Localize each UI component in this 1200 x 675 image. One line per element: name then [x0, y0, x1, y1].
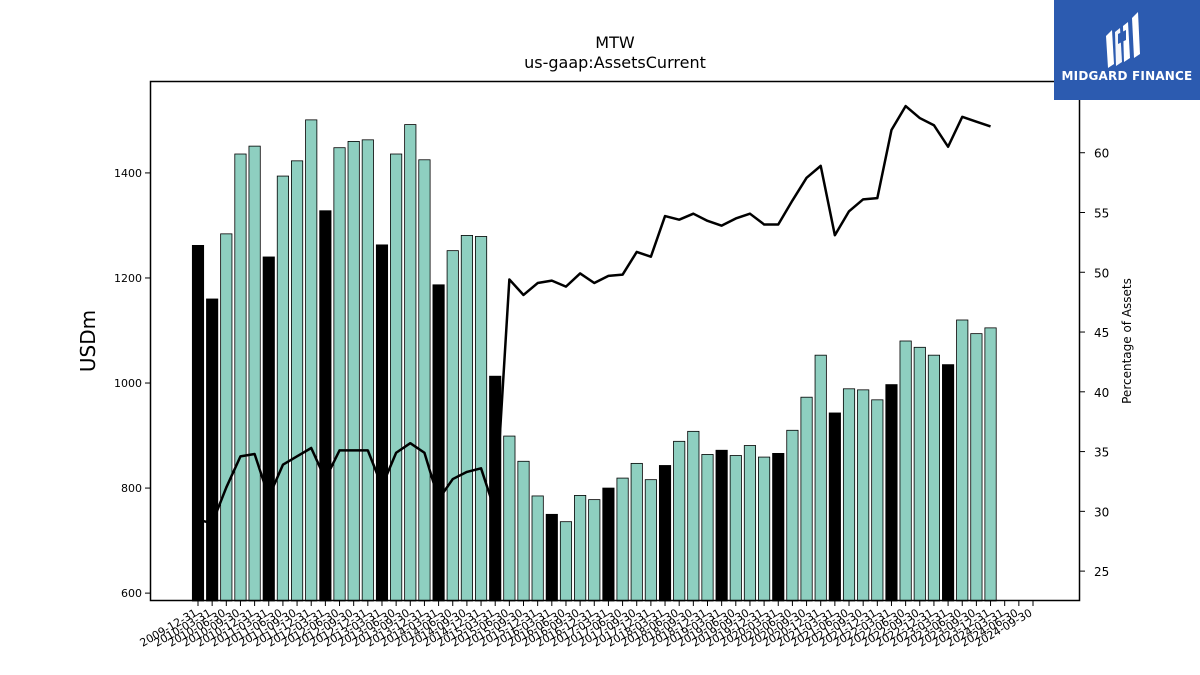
- y2-axis-label: Percentage of Assets: [1120, 278, 1134, 404]
- bar: [687, 430, 700, 602]
- bar: [729, 455, 742, 602]
- bar: [828, 412, 841, 602]
- bar: [956, 319, 969, 602]
- y2-tick-label: 55: [1094, 206, 1109, 220]
- line-series: [197, 104, 991, 525]
- bar: [701, 454, 714, 602]
- bar: [319, 210, 332, 602]
- bar: [432, 284, 445, 602]
- y-tick-label: 1400: [114, 167, 142, 180]
- bar: [489, 375, 502, 602]
- bar: [984, 327, 997, 602]
- bar: [630, 462, 643, 602]
- bar: [333, 147, 346, 602]
- y2-tick-label: 30: [1094, 505, 1109, 519]
- y-tick-label: 1000: [114, 377, 142, 390]
- bar: [786, 429, 799, 602]
- bar: [913, 346, 926, 602]
- y-axis-label: USDm: [76, 310, 100, 372]
- bar: [460, 235, 473, 602]
- x-axis-ticks: 2009-12-312010-03-312010-06-302010-09-30…: [138, 601, 1035, 650]
- bar: [588, 499, 601, 602]
- bar: [262, 256, 275, 602]
- logo-text: MIDGARD FINANCE: [1061, 69, 1193, 83]
- bar: [743, 445, 757, 602]
- bar: [545, 513, 558, 602]
- y2-tick-label: 50: [1094, 266, 1109, 280]
- y-tick-label: 800: [121, 482, 142, 495]
- bar: [559, 521, 573, 602]
- bar: [715, 449, 728, 602]
- bar: [758, 456, 771, 602]
- chart-subtitle: us-gaap:AssetsCurrent: [524, 53, 706, 72]
- percentage-line: [197, 104, 991, 525]
- bar: [276, 175, 289, 602]
- bar: [531, 495, 544, 602]
- bar: [446, 250, 459, 602]
- bar: [361, 139, 374, 602]
- bar: [220, 233, 233, 602]
- bar: [644, 479, 657, 602]
- bar: [291, 160, 304, 602]
- bar: [404, 124, 417, 602]
- bar: [673, 440, 686, 602]
- bar: [842, 388, 856, 602]
- bar: [885, 384, 898, 602]
- bar: [517, 460, 530, 602]
- y-tick-label: 1200: [114, 272, 142, 285]
- bar: [375, 244, 389, 602]
- bar: [800, 396, 813, 602]
- left-axis-ticks: 600 800 1000 1200 1400: [114, 167, 150, 600]
- bar: [658, 465, 672, 602]
- midgard-logo-icon: [1106, 12, 1140, 68]
- bar: [927, 354, 940, 602]
- bar: [418, 159, 431, 602]
- bar: [503, 435, 516, 602]
- bar: [305, 119, 318, 602]
- bar: [899, 340, 912, 602]
- plot-frame: [149, 80, 1081, 602]
- bar: [814, 354, 827, 602]
- y2-tick-label: 40: [1094, 386, 1109, 400]
- right-axis-ticks: 25 30 35 40 45 50 55 60: [1080, 147, 1109, 579]
- bar: [942, 364, 955, 602]
- y2-tick-label: 60: [1094, 147, 1109, 161]
- midgard-logo: MIDGARD FINANCE: [1054, 0, 1200, 100]
- bar: [616, 477, 629, 602]
- bar: [574, 495, 587, 602]
- bar: [206, 298, 219, 602]
- bar: [191, 244, 205, 602]
- y2-tick-label: 25: [1094, 565, 1109, 579]
- bar: [857, 389, 870, 602]
- y-tick-label: 600: [121, 587, 142, 600]
- y2-tick-label: 45: [1094, 326, 1109, 340]
- bar: [248, 145, 261, 602]
- bar: [347, 140, 360, 602]
- bar-series: [191, 119, 997, 602]
- bar: [970, 333, 983, 602]
- y2-tick-label: 35: [1094, 446, 1109, 460]
- bar: [602, 487, 615, 602]
- bar: [474, 236, 488, 602]
- bar: [772, 452, 785, 602]
- bar: [390, 153, 403, 602]
- bar: [871, 399, 884, 602]
- chart-title: MTW: [595, 33, 635, 52]
- bar: [234, 153, 247, 602]
